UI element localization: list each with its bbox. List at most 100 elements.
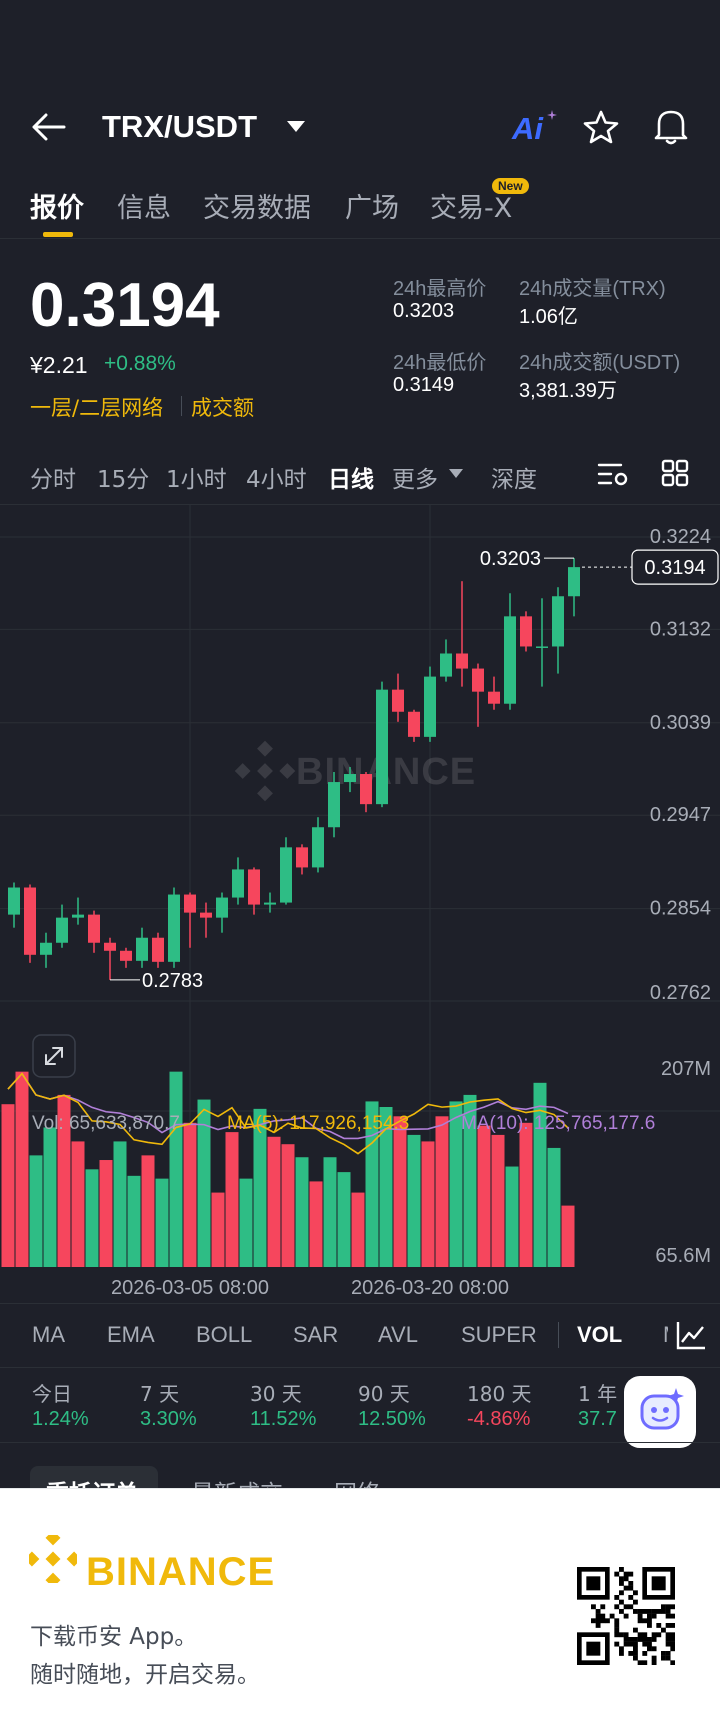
more-caret-icon[interactable]: [449, 469, 463, 479]
qr-module: [665, 1613, 671, 1619]
volume-bar: [351, 1192, 365, 1267]
binance-logo-icon: [29, 1535, 77, 1583]
qr-module: [670, 1604, 675, 1610]
tab-trade-x[interactable]: 交易-X: [430, 193, 513, 224]
expand-chart-icon[interactable]: [32, 1034, 76, 1078]
caret-down-icon[interactable]: [287, 121, 305, 133]
qr-module: [623, 1571, 629, 1577]
candle-body: [296, 847, 308, 868]
indicator-chart-icon[interactable]: [676, 1320, 706, 1350]
qr-module: [637, 1637, 643, 1642]
volume-axis: 207M 65.6M: [655, 1058, 711, 1267]
volume-bar: [197, 1099, 211, 1267]
tab-orders-bg: [30, 1466, 158, 1488]
qr-module: [637, 1660, 643, 1665]
qr-module: [647, 1641, 652, 1647]
volume-ma10-line: [7, 1072, 569, 1140]
qr-module: [600, 1604, 606, 1610]
qr-module: [647, 1613, 652, 1619]
qr-module: [670, 1637, 675, 1642]
pair-title[interactable]: TRX/USDT: [102, 109, 257, 144]
qr-module: [661, 1609, 666, 1614]
qr-module: [619, 1646, 624, 1652]
favorite-star-icon[interactable]: [583, 110, 619, 144]
candle-body: [88, 914, 100, 943]
tab-trading-data[interactable]: 交易数据: [203, 193, 311, 224]
new-badge: New: [492, 178, 529, 194]
qr-module: [623, 1632, 629, 1638]
tf-depth[interactable]: 深度: [491, 467, 537, 493]
qr-module: [628, 1595, 634, 1600]
candle-body: [248, 869, 260, 905]
candle-body: [360, 774, 372, 805]
ind-ema[interactable]: EMA: [107, 1322, 155, 1347]
tab-orders[interactable]: 委托订单: [46, 1474, 138, 1488]
tab-info[interactable]: 信息: [117, 193, 171, 224]
qr-module: [628, 1581, 634, 1586]
qr-module: [661, 1627, 666, 1633]
ind-super[interactable]: SUPER: [461, 1322, 537, 1347]
tabs-divider: [0, 238, 720, 239]
price-tick-label: 0.3039: [650, 712, 711, 734]
volume-bar: [85, 1169, 99, 1267]
tf-more[interactable]: 更多: [392, 467, 438, 493]
ind-ma[interactable]: MA: [32, 1322, 65, 1347]
qr-module: [670, 1646, 675, 1652]
qr-module: [642, 1609, 648, 1614]
qr-module: [665, 1641, 671, 1647]
qr-module: [661, 1651, 666, 1656]
perf-value-90d: 12.50%: [358, 1408, 426, 1430]
candle-body: [56, 917, 68, 943]
candlestick-chart[interactable]: BINANCE 0.32240.31320.30390.29470.28540.…: [0, 504, 720, 1304]
tf-time-share[interactable]: 分时: [30, 467, 76, 493]
bell-icon[interactable]: [653, 108, 689, 146]
volume-bar: [435, 1116, 449, 1267]
chart-settings-icon[interactable]: [597, 459, 629, 489]
volume-bar: [253, 1108, 267, 1267]
volume-usdt-value: 3,381.39万: [519, 380, 617, 402]
tf-daily[interactable]: 日线: [328, 467, 374, 493]
tf-4h[interactable]: 4小时: [246, 467, 307, 493]
tf-15m[interactable]: 15分: [97, 467, 150, 493]
candle-body: [8, 887, 20, 915]
qr-module: [600, 1618, 606, 1624]
ind-sar[interactable]: SAR: [293, 1322, 339, 1347]
qr-module: [614, 1632, 620, 1638]
volume-bar: [155, 1178, 169, 1267]
tag-turnover[interactable]: 成交额: [191, 396, 254, 420]
qr-module: [670, 1660, 675, 1665]
grid-layout-icon[interactable]: [661, 459, 689, 487]
back-arrow-icon[interactable]: [30, 112, 66, 142]
qr-module: [633, 1609, 638, 1614]
volume-bar: [491, 1134, 505, 1267]
qr-module: [651, 1632, 657, 1638]
ind-boll[interactable]: BOLL: [196, 1322, 253, 1347]
ai-assistant-icon[interactable]: Ai: [512, 111, 543, 146]
volume-bar: [365, 1101, 379, 1267]
qr-module: [637, 1609, 643, 1614]
volume-bar: [547, 1147, 561, 1267]
qr-module: [614, 1641, 620, 1647]
tab-network[interactable]: 网络: [334, 1474, 380, 1488]
perf-label-1y: 1 年: [578, 1382, 618, 1406]
timeframe-divider: [0, 504, 720, 505]
ind-avl[interactable]: AVL: [378, 1322, 418, 1347]
binance-watermark: BINANCE: [234, 740, 475, 802]
volume-bar: [393, 1116, 407, 1267]
ind-vol[interactable]: VOL: [577, 1322, 623, 1347]
tab-square[interactable]: 广场: [345, 193, 399, 224]
tag-layer-network[interactable]: 一层/二层网络: [30, 396, 164, 420]
volume-bar: [421, 1141, 435, 1267]
qr-module: [665, 1655, 671, 1661]
tab-latest-trades[interactable]: 最新成交: [191, 1474, 283, 1488]
tab-quote[interactable]: 报价: [30, 193, 84, 224]
volume-bar: [477, 1125, 491, 1267]
assistant-fab[interactable]: [624, 1376, 696, 1448]
qr-finder-core: [586, 1641, 601, 1656]
tf-1h[interactable]: 1小时: [166, 467, 227, 493]
qr-module: [647, 1618, 652, 1624]
candle-body: [24, 887, 36, 955]
candle-body: [200, 912, 212, 918]
candle-body: [216, 897, 228, 918]
candle-body: [392, 689, 404, 712]
